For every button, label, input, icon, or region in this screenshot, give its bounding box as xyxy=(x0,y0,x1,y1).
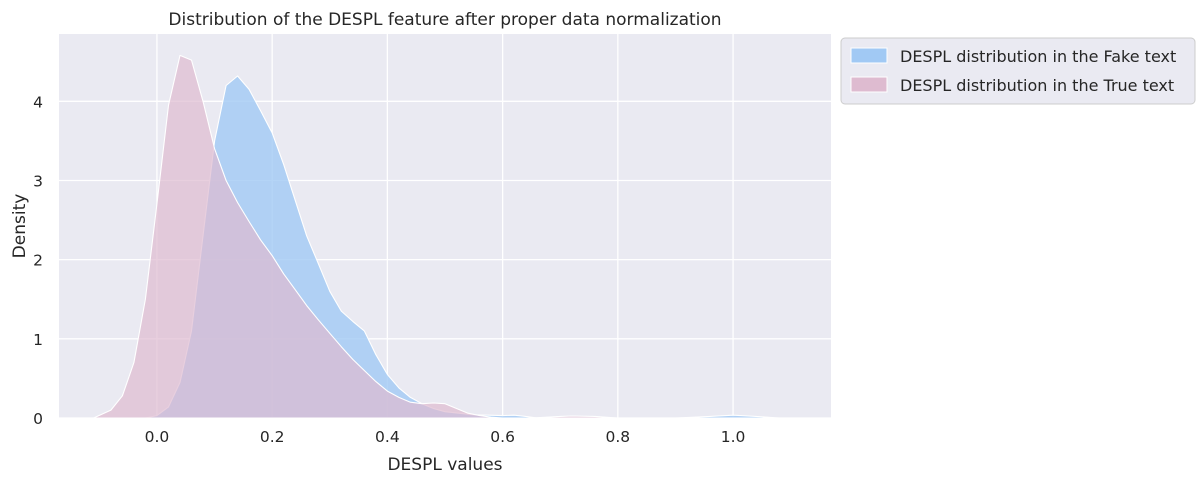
y-tick-label: 3 xyxy=(33,172,43,190)
x-axis-label: DESPL values xyxy=(387,455,502,475)
legend-swatch-fake xyxy=(850,47,888,64)
y-axis-label: Density xyxy=(10,194,30,259)
density-areas xyxy=(93,54,780,419)
x-tick-labels: 0.0 0.2 0.4 0.6 0.8 1.0 xyxy=(145,428,746,446)
x-tick-label: 1.0 xyxy=(721,428,746,446)
y-tick-labels: 0 1 2 3 4 xyxy=(33,93,43,428)
y-tick-label: 2 xyxy=(33,252,43,270)
legend: DESPL distribution in the Fake text DESP… xyxy=(840,37,1196,105)
x-tick-label: 0.6 xyxy=(490,428,515,446)
chart-title: Distribution of the DESPL feature after … xyxy=(168,10,721,30)
legend-swatch-true xyxy=(850,76,888,93)
density-area-true xyxy=(93,54,619,419)
y-tick-label: 1 xyxy=(33,331,43,349)
legend-frame xyxy=(840,37,1196,105)
y-tick-label: 4 xyxy=(33,93,43,111)
x-tick-label: 0.4 xyxy=(375,428,400,446)
legend-label-true: DESPL distribution in the True text xyxy=(900,76,1174,95)
x-tick-label: 0.8 xyxy=(606,428,631,446)
y-tick-label: 0 xyxy=(33,410,43,428)
x-tick-label: 0.2 xyxy=(260,428,285,446)
legend-label-fake: DESPL distribution in the Fake text xyxy=(900,47,1176,66)
x-tick-label: 0.0 xyxy=(145,428,170,446)
